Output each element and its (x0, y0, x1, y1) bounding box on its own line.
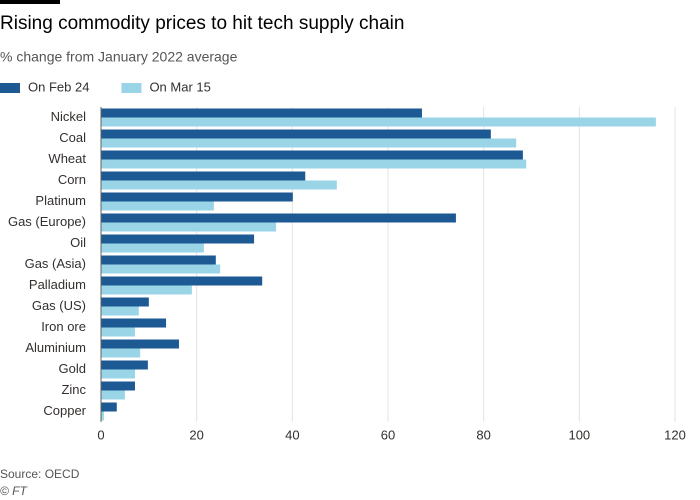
bar (101, 201, 214, 211)
bar (101, 138, 517, 148)
bar (101, 243, 204, 253)
bar (101, 306, 139, 316)
bar (101, 255, 216, 265)
y-tick-label: Zinc (61, 382, 86, 397)
x-tick-label: 120 (664, 427, 686, 442)
y-tick-label: Gold (59, 361, 86, 376)
bar (101, 264, 221, 274)
x-tick-label: 100 (568, 427, 590, 442)
bar (101, 276, 263, 286)
y-tick-label: Nickel (51, 109, 87, 124)
bar (101, 297, 149, 307)
brand-bar (0, 0, 60, 4)
x-tick-label: 80 (476, 427, 490, 442)
chart-subtitle: % change from January 2022 average (0, 49, 238, 65)
bar (101, 192, 293, 202)
y-tick-label: Copper (43, 403, 86, 418)
x-tick-label: 20 (189, 427, 203, 442)
chart-title: Rising commodity prices to hit tech supp… (0, 13, 404, 34)
y-tick-label: Coal (59, 130, 86, 145)
bar (101, 213, 456, 223)
bar (101, 390, 125, 400)
bar (101, 381, 135, 391)
source: Source: OECD (0, 467, 80, 481)
legend-swatch (0, 83, 20, 93)
bar (101, 348, 141, 358)
bar (101, 369, 135, 379)
y-tick-label: Iron ore (41, 319, 86, 334)
bar (101, 318, 167, 328)
y-tick-label: Aluminium (25, 340, 86, 355)
bar (101, 171, 306, 181)
y-tick-label: Gas (Europe) (8, 214, 86, 229)
legend-label: On Feb 24 (28, 79, 89, 94)
bar (101, 402, 117, 412)
bar (101, 108, 422, 118)
legend-swatch (121, 83, 142, 93)
bar (101, 234, 255, 244)
y-tick-label: Oil (70, 235, 86, 250)
bar (101, 159, 527, 169)
bar (101, 411, 104, 421)
bar (101, 180, 337, 190)
bar (101, 339, 179, 349)
legend-label: On Mar 15 (149, 79, 210, 94)
bar (101, 222, 277, 232)
bar (101, 360, 148, 370)
y-tick-label: Gas (US) (32, 298, 86, 313)
y-tick-label: Platinum (35, 193, 86, 208)
y-tick-label: Corn (58, 172, 86, 187)
x-tick-label: 40 (285, 427, 299, 442)
y-tick-label: Gas (Asia) (25, 256, 86, 271)
bar (101, 129, 491, 139)
y-tick-label: Palladium (29, 277, 86, 292)
x-tick-label: 60 (381, 427, 395, 442)
bar (101, 117, 656, 127)
bar (101, 327, 135, 337)
bar (101, 285, 192, 295)
x-tick-label: 0 (97, 427, 104, 442)
credit: © FT (0, 484, 29, 498)
bar (101, 150, 523, 160)
y-tick-label: Wheat (48, 151, 86, 166)
